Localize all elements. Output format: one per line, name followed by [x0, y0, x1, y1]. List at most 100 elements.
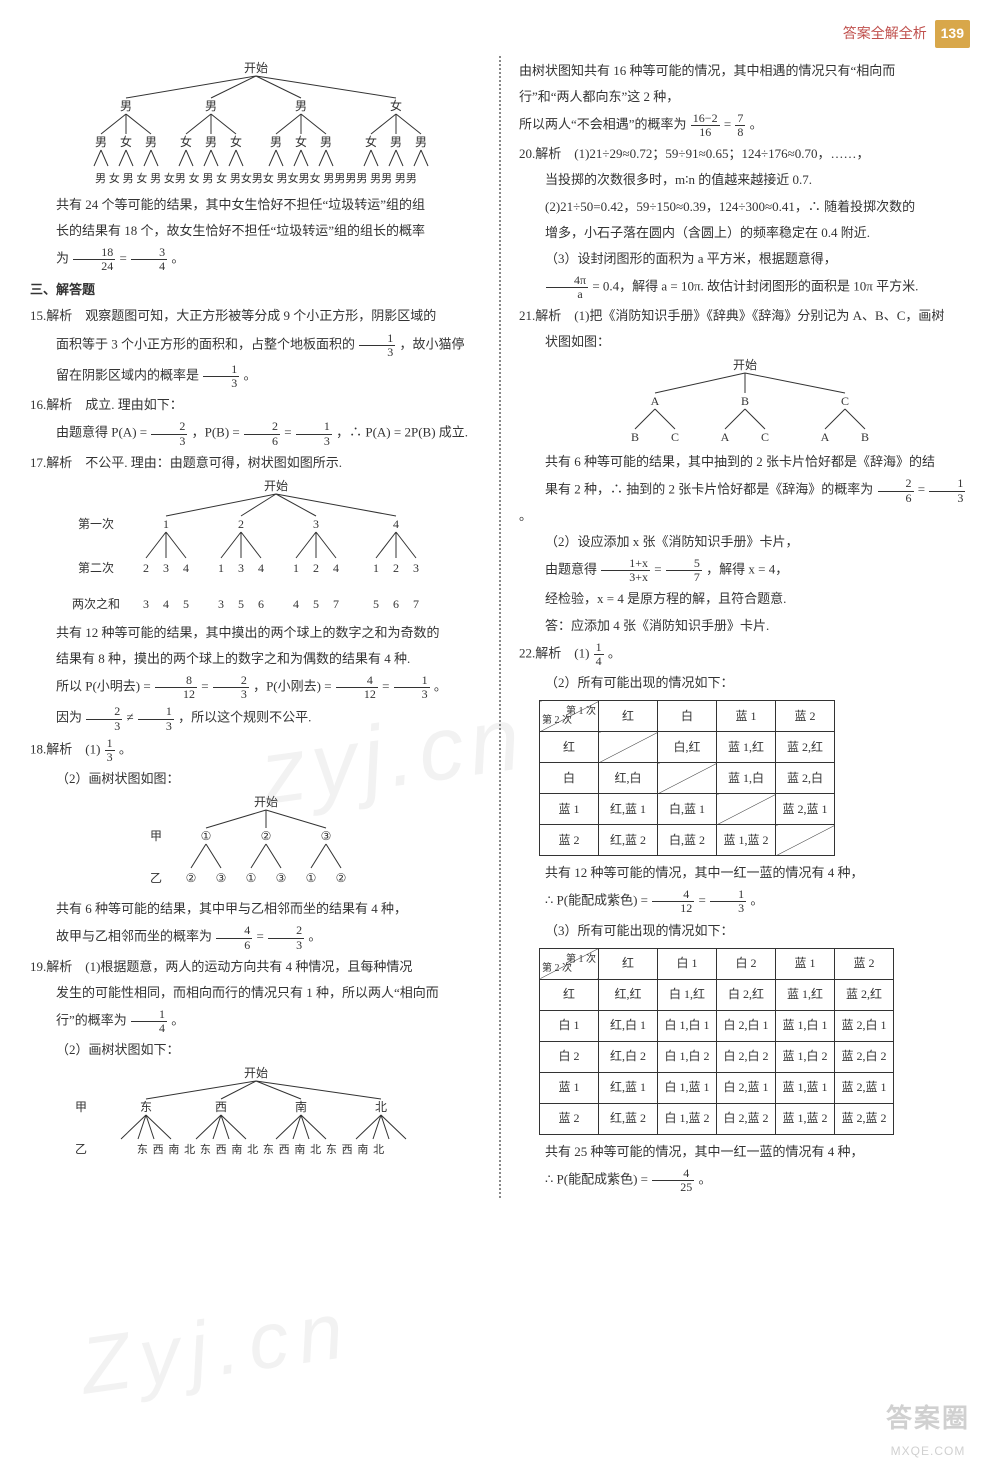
- tree17-top: 开始: [263, 479, 287, 493]
- t2-r0c1: 白 1,红: [658, 979, 717, 1010]
- q15c-frac: 13: [203, 363, 239, 390]
- svg-text:2: 2: [313, 561, 319, 575]
- t2-r2c0: 红,白 2: [599, 1041, 658, 1072]
- svg-text:1: 1: [293, 561, 299, 575]
- t2-r0c4: 蓝 2,红: [835, 979, 894, 1010]
- t1-r1c2: 蓝 1,白: [717, 763, 776, 794]
- q19c-end: 。: [171, 1013, 184, 1028]
- q17d-f3: 412: [336, 674, 378, 701]
- q21d: 果有 2 种，∴ 抽到的 2 张卡片恰好都是《辞海》的概率为 26 = 13 。: [519, 477, 970, 526]
- t2-r2c3: 蓝 1,白 2: [776, 1041, 835, 1072]
- t17r1-3: 4: [393, 517, 399, 531]
- q16b-pre: 由题意得 P(A) =: [56, 425, 147, 440]
- t21l2-4: A: [820, 430, 829, 444]
- t19r2: 东 西 南 北 东 西 南 北 东 西 南 北 东 西 南 北: [136, 1143, 384, 1156]
- svg-text:1: 1: [373, 561, 379, 575]
- footer-small: MXQE.COM: [886, 1441, 970, 1461]
- q17e: 因为 23 ≠ 13 ，所以这个规则不公平.: [30, 705, 481, 732]
- q21b: 状图如图：: [519, 331, 970, 353]
- t1-r1c1: [658, 763, 717, 794]
- t2-r2h: 白 2: [540, 1041, 599, 1072]
- q18c: 共有 6 种等可能的结果，其中甲与乙相邻而坐的结果有 4 种，: [30, 898, 481, 920]
- t2-r4c0: 红,蓝 2: [599, 1103, 658, 1134]
- svg-text:3: 3: [218, 597, 224, 611]
- svg-text:4: 4: [258, 561, 264, 575]
- q21f-eq: =: [654, 562, 661, 577]
- q22a-end: 。: [608, 645, 621, 660]
- q17a: 17.解析 不公平. 理由：由题意可得，树状图如图所示.: [30, 452, 481, 474]
- t18r1-2: ③: [320, 829, 331, 843]
- q18d-end: 。: [308, 929, 321, 944]
- t18r2-5: ②: [335, 871, 346, 885]
- q21e: （2）设应添加 x 张《消防知识手册》卡片，: [519, 531, 970, 553]
- t1l2-10: 男: [389, 135, 401, 149]
- tree18-svg: 开始 甲 乙 ① ② ③ ② ③ ① ③ ① ②: [96, 794, 416, 894]
- columns: 开始 男 男 男 女 男 女 男 女 男 女 男: [30, 56, 970, 1198]
- t1-r2c2: [717, 794, 776, 825]
- q17d-eq: =: [201, 679, 208, 694]
- t1-r0c0: [599, 732, 658, 763]
- q21d-f1: 26: [878, 477, 914, 504]
- q20f-mid: = 0.4，解得 a = 10π. 故估计封闭图形的面积是 10π 平方米.: [592, 279, 918, 294]
- svg-text:2: 2: [143, 561, 149, 575]
- p-after-tree1a: 共有 24 个等可能的结果，其中女生恰好不担任“垃圾转运”组的组: [30, 194, 481, 216]
- r-p1a: 由树状图知共有 16 种等可能的情况，其中相遇的情况只有“相向而: [519, 60, 970, 82]
- t1-r0c1: 白,红: [658, 732, 717, 763]
- q21a: 21.解析 (1)把《消防知识手册》《辞典》《辞海》分别记为 A、B、C，画树: [519, 305, 970, 327]
- q16a: 16.解析 成立. 理由如下：: [30, 394, 481, 416]
- q22d-f1: 412: [652, 888, 694, 915]
- svg-text:5: 5: [238, 597, 244, 611]
- t2-r4c1: 白 1,蓝 2: [658, 1103, 717, 1134]
- t1-r0c3: 蓝 2,红: [776, 732, 835, 763]
- t2-r4c2: 白 2,蓝 2: [717, 1103, 776, 1134]
- t18-r1l: 甲: [149, 829, 161, 843]
- t1-r3c2: 蓝 1,蓝 2: [717, 825, 776, 856]
- t2-br: 第 2 次: [542, 960, 572, 977]
- svg-text:4: 4: [333, 561, 339, 575]
- t18r2-3: ③: [275, 871, 286, 885]
- t1l2-9: 女: [364, 134, 376, 149]
- t17r1-0: 1: [163, 517, 169, 531]
- t2-r1h: 白 1: [540, 1010, 599, 1041]
- t1l2-5: 女: [229, 134, 241, 149]
- t21l2-2: A: [720, 430, 729, 444]
- t2-c4: 蓝 2: [835, 948, 894, 979]
- t18r2-0: ②: [185, 871, 196, 885]
- q19c-pre: 行”的概率为: [56, 1013, 127, 1028]
- q21f-pre: 由题意得: [545, 562, 597, 577]
- q17e-f2: 13: [138, 705, 174, 732]
- svg-text:5: 5: [373, 597, 379, 611]
- svg-text:3: 3: [163, 561, 169, 575]
- q15b: 面积等于 3 个小正方形的面积和，占整个地板面积的 13 ，故小猫停: [30, 332, 481, 359]
- q21f-end: ，解得 x = 4，: [706, 562, 788, 577]
- q18a: 18.解析 (1) 13 。: [30, 737, 481, 764]
- q21g: 经检验，x = 4 是原方程的解，且符合题意.: [519, 588, 970, 610]
- tree17-r1l: 第一次: [77, 517, 113, 531]
- r-p1c-f1: 16−216: [691, 112, 720, 139]
- t2-r0: 红红,红白 1,红白 2,红蓝 1,红蓝 2,红: [540, 979, 894, 1010]
- t18-r2l: 乙: [149, 871, 161, 885]
- r-p1c-f2: 78: [735, 112, 745, 139]
- q22g-frac: 425: [652, 1167, 694, 1194]
- t21l2-1: C: [670, 430, 678, 444]
- svg-text:7: 7: [413, 597, 419, 611]
- t2-r1c2: 白 2,白 1: [717, 1010, 776, 1041]
- t18r2-1: ③: [215, 871, 226, 885]
- footer-big: 答案圈: [886, 1396, 970, 1440]
- q17d-f1: 812: [155, 674, 197, 701]
- t2-c0: 红: [599, 948, 658, 979]
- tree21-svg: 开始 A B C B C A C A B: [565, 357, 925, 447]
- t2-r4h: 蓝 2: [540, 1103, 599, 1134]
- t1-r1h: 白: [540, 763, 599, 794]
- q19d: （2）画树状图如下：: [30, 1039, 481, 1061]
- q22d-eq: =: [699, 893, 706, 908]
- q17e-ne: ≠: [127, 710, 134, 725]
- svg-text:4: 4: [163, 597, 169, 611]
- table1-header-row: 第 1 次第 2 次 红 白 蓝 1 蓝 2: [540, 701, 835, 732]
- svg-text:3: 3: [143, 597, 149, 611]
- t1-c1: 白: [658, 701, 717, 732]
- footer-logo: 答案圈 MXQE.COM: [886, 1396, 970, 1461]
- q20b: 当投掷的次数很多时，m∶n 的值越来越接近 0.7.: [519, 169, 970, 191]
- t17-row2: 2 3 4 1 3 4 1 2 4 1 2 3: [143, 561, 419, 575]
- q17d-f4: 13: [394, 674, 430, 701]
